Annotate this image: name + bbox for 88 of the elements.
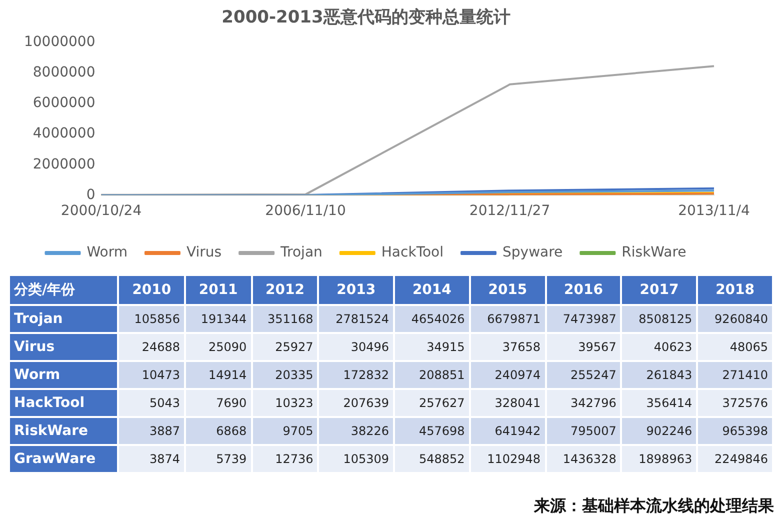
header-cell: 分类/年份 [9, 275, 118, 305]
data-label: 457698 [394, 417, 470, 445]
data-label: 48065 [697, 333, 773, 361]
data-label: 9705 [252, 417, 318, 445]
x-tick-label: 2000/10/24 [60, 203, 142, 220]
data-label: 351168 [252, 305, 318, 333]
data-label: 105856 [118, 305, 185, 333]
data-label: 34915 [394, 333, 470, 361]
row-header-cell: Trojan [9, 305, 118, 333]
data-label: 1898963 [621, 445, 698, 473]
data-label: 356414 [621, 389, 698, 417]
legend-label: HackTool [381, 244, 444, 261]
data-label: 38226 [318, 417, 394, 445]
data-label: 208851 [394, 361, 470, 389]
data-label: 7690 [185, 389, 252, 417]
data-label: 328041 [470, 389, 546, 417]
data-label: 105309 [318, 445, 394, 473]
data-label: 40623 [621, 333, 698, 361]
data-label: 25927 [252, 333, 318, 361]
x-tick-label: 2012/11/27 [469, 203, 550, 220]
data-label: 372576 [697, 389, 773, 417]
legend-label: Trojan [280, 244, 322, 261]
data-label: 10473 [118, 361, 185, 389]
data-label: 30496 [318, 333, 394, 361]
chart-title: 2000-2013恶意代码的变种总量统计 [222, 8, 510, 28]
header-cell: 2011 [185, 275, 252, 305]
data-label: 2249846 [697, 445, 773, 473]
header-cell: 2014 [394, 275, 470, 305]
data-label: 10323 [252, 389, 318, 417]
data-label: 8508125 [621, 305, 698, 333]
data-label: 9260840 [697, 305, 773, 333]
y-tick-label: 4000000 [32, 126, 96, 142]
header-cell: 2013 [318, 275, 394, 305]
data-label: 261843 [621, 361, 698, 389]
data-label: 24688 [118, 333, 185, 361]
data-label: 3887 [118, 417, 185, 445]
data-label: 37658 [470, 333, 546, 361]
row-header-cell: HackTool [9, 389, 118, 417]
y-tick-label: 8000000 [32, 64, 96, 81]
data-label: 39567 [546, 333, 622, 361]
y-tick-label: 2000000 [32, 156, 96, 172]
source-note: 来源：基础样本流水线的处理结果 [532, 496, 774, 517]
legend-label: Spyware [502, 244, 563, 261]
data-label: 548852 [394, 445, 470, 473]
data-label: 641942 [470, 417, 546, 445]
y-tick-label: 10000000 [24, 34, 96, 50]
data-label: 20335 [252, 361, 318, 389]
data-label: 7473987 [546, 305, 622, 333]
x-tick-label: 2013/11/4 [678, 203, 750, 220]
data-label: 257627 [394, 389, 470, 417]
data-label: 5043 [118, 389, 185, 417]
data-label: 12736 [252, 445, 318, 473]
header-cell: 2012 [252, 275, 318, 305]
data-label: 6679871 [470, 305, 546, 333]
data-label: 2781524 [318, 305, 394, 333]
data-label: 965398 [697, 417, 773, 445]
data-label: 255247 [546, 361, 622, 389]
legend-label: Virus [186, 244, 222, 261]
data-label: 5739 [185, 445, 252, 473]
data-label: 1102948 [470, 445, 546, 473]
header-cell: 2015 [470, 275, 546, 305]
x-tick-label: 2006/11/10 [265, 203, 346, 220]
data-label: 207639 [318, 389, 394, 417]
header-cell: 2018 [697, 275, 773, 305]
data-label: 271410 [697, 361, 773, 389]
data-label: 1436328 [546, 445, 622, 473]
data-label: 4654026 [394, 305, 470, 333]
row-header-cell: RiskWare [9, 417, 118, 445]
row-header-cell: Worm [9, 361, 118, 389]
data-label: 25090 [185, 333, 252, 361]
header-cell: 2016 [546, 275, 622, 305]
legend-label: RiskWare [622, 244, 686, 261]
data-label: 240974 [470, 361, 546, 389]
y-tick-label: 0 [86, 186, 96, 203]
header-cell: 2017 [621, 275, 698, 305]
data-label: 14914 [185, 361, 252, 389]
data-label: 191344 [185, 305, 252, 333]
header-cell: 2010 [118, 275, 185, 305]
data-label: 342796 [546, 389, 622, 417]
data-label: 795007 [546, 417, 622, 445]
data-label: 902246 [621, 417, 698, 445]
y-tick-label: 6000000 [32, 95, 96, 112]
data-label: 3874 [118, 445, 185, 473]
legend-label: Worm [86, 244, 128, 261]
row-header-cell: Virus [9, 333, 118, 361]
data-label: 172832 [318, 361, 394, 389]
data-label: 6868 [185, 417, 252, 445]
row-header-cell: GrawWare [9, 445, 118, 473]
